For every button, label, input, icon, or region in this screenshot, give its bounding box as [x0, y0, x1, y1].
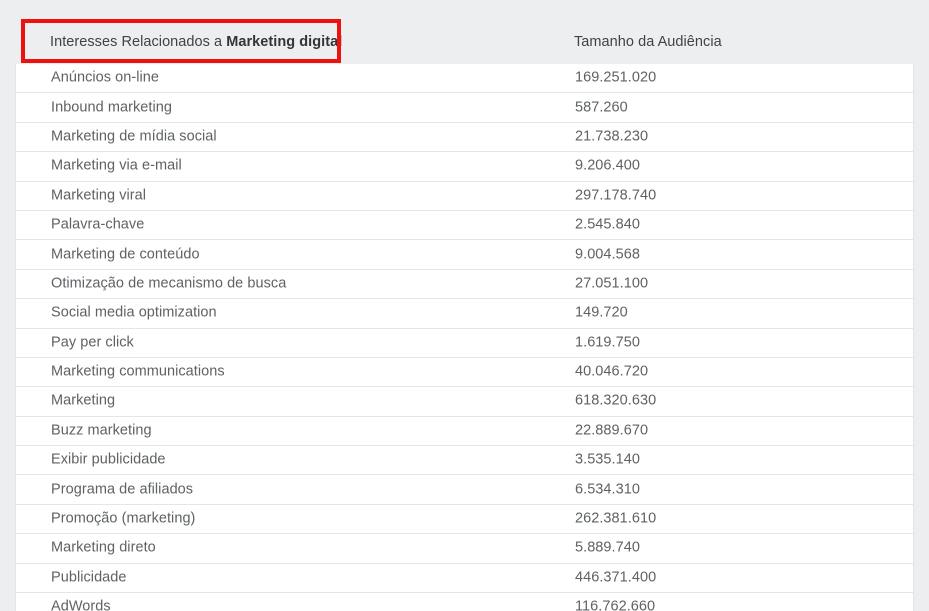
table-row[interactable]: Programa de afiliados 6.534.310 — [16, 475, 913, 505]
table-row[interactable]: Marketing communications 40.046.720 — [16, 357, 913, 388]
cell-interest: Exibir publicidade — [51, 451, 166, 468]
cell-interest: Inbound marketing — [51, 99, 172, 116]
cell-audience-size: 27.051.100 — [575, 275, 649, 292]
cell-interest: Publicidade — [51, 569, 127, 586]
cell-interest: Marketing — [51, 392, 116, 409]
cell-interest: Palavra-chave — [51, 216, 145, 233]
cell-audience-size: 6.534.310 — [575, 481, 640, 498]
cell-audience-size: 446.371.400 — [575, 569, 657, 586]
table-row[interactable]: Marketing direto 5.889.740 — [16, 534, 913, 564]
cell-audience-size: 9.206.400 — [575, 157, 640, 174]
table-row[interactable]: Marketing via e-mail 9.206.400 — [16, 152, 913, 182]
table-row[interactable]: Exibir publicidade 3.535.140 — [16, 446, 913, 476]
table-row[interactable]: Otimização de mecanismo de busca 27.051.1… — [16, 269, 913, 300]
cell-audience-size: 40.046.720 — [575, 363, 649, 380]
cell-audience-size: 1.619.750 — [575, 334, 640, 351]
table-row[interactable]: Marketing 618.320.630 — [16, 387, 913, 417]
cell-audience-size: 262.381.610 — [575, 510, 657, 527]
column-header-interests[interactable]: Interesses Relacionados a Marketing digi… — [50, 33, 342, 51]
table-row[interactable]: Palavra-chave 2.545.840 — [16, 210, 913, 241]
cell-interest: AdWords — [51, 598, 111, 611]
cell-audience-size: 297.178.740 — [575, 187, 657, 204]
cell-audience-size: 116.762.660 — [575, 598, 656, 611]
table-row[interactable]: Inbound marketing 587.260 — [16, 93, 913, 123]
table-row[interactable]: Anúncios on-line 169.251.020 — [16, 64, 913, 94]
cell-interest: Marketing direto — [51, 539, 156, 556]
table-row[interactable]: Social media optimization 149.720 — [16, 299, 913, 329]
table-row[interactable]: Marketing de mídia social 21.738.230 — [16, 122, 913, 153]
cell-interest: Marketing via e-mail — [51, 157, 182, 174]
column-header-interests-term: Marketing digital — [226, 34, 343, 50]
cell-interest: Marketing communications — [51, 363, 225, 380]
cell-audience-size: 22.889.670 — [575, 422, 649, 439]
cell-interest: Social media optimization — [51, 304, 217, 321]
cell-audience-size: 2.545.840 — [575, 216, 640, 233]
cell-audience-size: 5.889.740 — [575, 539, 640, 556]
table-row[interactable]: Promoção (marketing) 262.381.610 — [16, 504, 913, 535]
interests-table-body: Anúncios on-line 169.251.020 Inbound marke… — [15, 64, 914, 611]
cell-interest: Programa de afiliados — [51, 481, 194, 498]
table-row[interactable]: AdWords 116.762.660 — [16, 593, 913, 611]
table-row[interactable]: Publicidade 446.371.400 — [16, 563, 913, 594]
table-row[interactable]: Pay per click 1.619.750 — [16, 328, 913, 358]
column-header-interests-prefix: Interesses Relacionados a — [50, 34, 227, 50]
column-header-audience[interactable]: Tamanho da Audiência — [574, 34, 722, 50]
cell-audience-size: 587.260 — [575, 99, 628, 116]
cell-audience-size: 169.251.020 — [575, 69, 657, 86]
cell-audience-size: 9.004.568 — [575, 246, 640, 263]
table-row[interactable]: Marketing viral 297.178.740 — [16, 181, 913, 211]
table-column-header-row: Interesses Relacionados a Marketing digi… — [0, 0, 929, 64]
cell-interest: Buzz marketing — [51, 422, 152, 439]
cell-audience-size: 3.535.140 — [575, 451, 640, 468]
table-row[interactable]: Marketing de conteúdo 9.004.568 — [16, 240, 913, 270]
cell-interest: Anúncios on-line — [51, 69, 160, 86]
cell-interest: Marketing de mídia social — [51, 128, 217, 145]
cell-audience-size: 618.320.630 — [575, 392, 657, 409]
cell-interest: Marketing de conteúdo — [51, 246, 200, 263]
cell-interest: Pay per click — [51, 334, 134, 351]
table-row[interactable]: Buzz marketing 22.889.670 — [16, 416, 913, 447]
cell-interest: Promoção (marketing) — [51, 510, 196, 527]
cell-interest: Marketing viral — [51, 187, 147, 204]
cell-interest: Otimização de mecanismo de busca — [51, 275, 287, 292]
cell-audience-size: 149.720 — [575, 304, 628, 321]
cell-audience-size: 21.738.230 — [575, 128, 649, 145]
